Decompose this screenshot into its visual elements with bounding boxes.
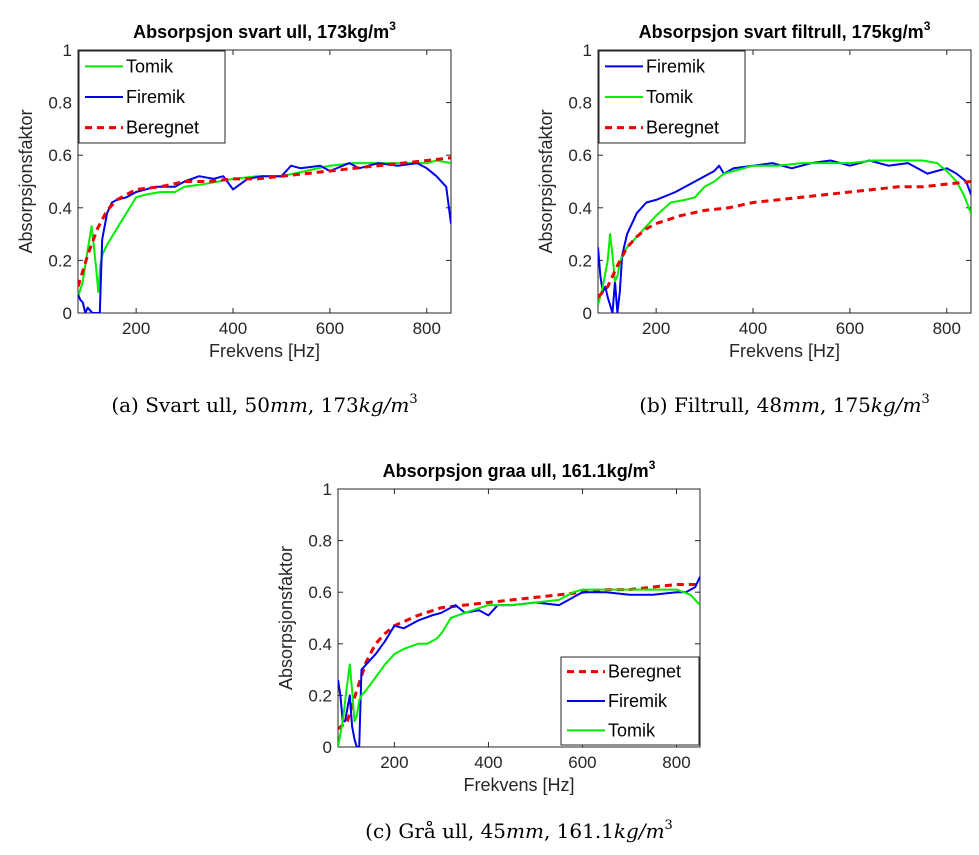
chart-0-ytick-label: 0 xyxy=(63,304,72,323)
chart-0-series-tomik xyxy=(78,159,451,298)
chart-0: 0 0.2 0.4 0.6 0.8 1 200 400 600 800 Absorpsjon sva… xyxy=(16,19,452,417)
chart-0-ytick-label: 0.8 xyxy=(48,94,72,113)
chart-1-ytick-label: 0.4 xyxy=(568,199,592,218)
chart-1-ytick-label: 0.6 xyxy=(568,146,592,165)
chart-1-ytick-label: 0.2 xyxy=(568,251,592,270)
chart-0-xtick-label: 600 xyxy=(316,319,344,338)
chart-0-caption: (a) Svart ull, 50mm, 173kg/m3 xyxy=(111,392,417,417)
chart-1-caption: (b) Filtrull, 48mm, 175kg/m3 xyxy=(639,392,930,417)
chart-0-xlabel: Frekvens [Hz] xyxy=(209,341,320,361)
chart-0-legend-label-firemik: Firemik xyxy=(126,87,186,107)
chart-2-ytick-label: 0.2 xyxy=(308,686,332,705)
chart-2-legend: Beregnet Firemik Tomik xyxy=(560,656,700,746)
chart-2-ytick-label: 0.6 xyxy=(308,583,332,602)
chart-2-ylabel: Absorpsjonsfaktor xyxy=(276,546,296,690)
chart-2-legend-label-beregnet: Beregnet xyxy=(608,662,681,682)
chart-0-ytick-label: 0.2 xyxy=(48,251,72,270)
chart-0-legend: Tomik Firemik Beregnet xyxy=(78,50,226,144)
chart-2-ytick-label: 0.8 xyxy=(308,532,332,551)
chart-1-legend: Firemik Tomik Beregnet xyxy=(598,50,746,144)
chart-0-ytick-label: 0.6 xyxy=(48,146,72,165)
chart-1-xtick-label: 400 xyxy=(739,319,767,338)
chart-1-series-beregnet xyxy=(598,180,971,299)
chart-2-xtick-label: 600 xyxy=(568,753,596,772)
chart-1-series-firemik xyxy=(598,159,971,313)
chart-2-series-firemik xyxy=(338,576,700,747)
chart-0-legend-label-tomik: Tomik xyxy=(126,56,174,76)
chart-1-xtick-label: 600 xyxy=(836,319,864,338)
chart-1-ytick-label: 0 xyxy=(583,304,592,323)
chart-1-title: Absorpsjon svart filtrull, 175kg/m3 xyxy=(639,19,931,42)
chart-0-ytick-label: 1 xyxy=(63,41,72,60)
chart-0-xtick-label: 400 xyxy=(219,319,247,338)
chart-1-xtick-label: 800 xyxy=(933,319,961,338)
chart-1-ylabel: Absorpsjonsfaktor xyxy=(536,109,556,253)
chart-2-title: Absorpsjon graa ull, 161.1kg/m3 xyxy=(383,458,656,481)
chart-2-xlabel: Frekvens [Hz] xyxy=(463,775,574,795)
chart-0-series-firemik xyxy=(78,162,451,313)
chart-2-ytick-label: 0.4 xyxy=(308,635,332,654)
chart-0-xtick-label: 200 xyxy=(122,319,150,338)
chart-1: 0 0.2 0.4 0.6 0.8 1 200 400 600 800 Absorpsjon sva… xyxy=(536,19,972,417)
chart-2-series-tomik xyxy=(338,588,700,747)
chart-2-caption: (c) Grå ull, 45mm, 161.1kg/m3 xyxy=(365,818,673,843)
chart-2: 0 0.2 0.4 0.6 0.8 1 200 400 600 800 Absorpsjon gra… xyxy=(276,458,701,843)
chart-0-ylabel: Absorpsjonsfaktor xyxy=(16,109,36,253)
chart-0-series-beregnet xyxy=(78,156,451,288)
chart-1-series-tomik xyxy=(598,159,971,306)
chart-1-ytick-label: 1 xyxy=(583,41,592,60)
chart-0-xtick-label: 800 xyxy=(413,319,441,338)
chart-1-legend-label-beregnet: Beregnet xyxy=(646,118,719,138)
chart-0-legend-label-beregnet: Beregnet xyxy=(126,118,199,138)
chart-2-ytick-label: 1 xyxy=(323,480,332,499)
chart-1-legend-label-tomik: Tomik xyxy=(646,87,694,107)
chart-2-xtick-label: 400 xyxy=(474,753,502,772)
chart-0-title: Absorpsjon svart ull, 173kg/m3 xyxy=(133,19,396,42)
chart-0-ytick-label: 0.4 xyxy=(48,199,72,218)
chart-1-ytick-label: 0.8 xyxy=(568,94,592,113)
chart-2-legend-label-firemik: Firemik xyxy=(608,691,668,711)
chart-1-xlabel: Frekvens [Hz] xyxy=(729,341,840,361)
chart-2-xtick-label: 200 xyxy=(380,753,408,772)
chart-1-legend-label-firemik: Firemik xyxy=(646,56,706,76)
chart-1-xtick-label: 200 xyxy=(642,319,670,338)
chart-2-legend-label-tomik: Tomik xyxy=(608,720,656,740)
chart-2-ytick-label: 0 xyxy=(323,738,332,757)
chart-2-xtick-label: 800 xyxy=(662,753,690,772)
chart-2-series-beregnet xyxy=(338,583,700,731)
